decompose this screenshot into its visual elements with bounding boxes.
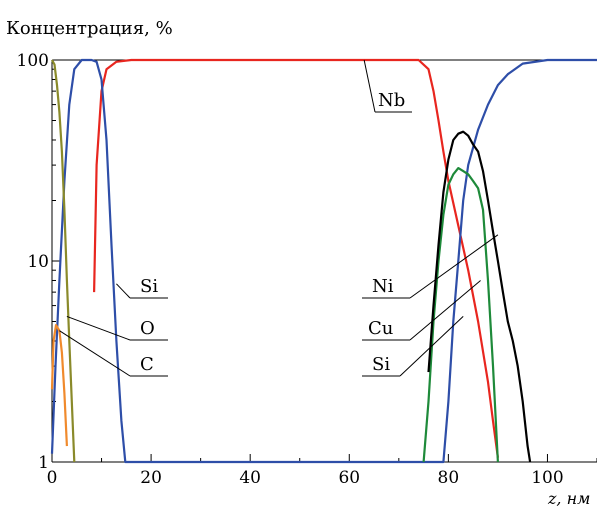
annotation-label: Nb — [378, 90, 405, 111]
annotation-label: Ni — [372, 276, 394, 297]
annotation-label: Cu — [368, 318, 393, 339]
x-tick-label: 100 — [531, 468, 563, 488]
series-line-1 — [50, 58, 597, 464]
x-tick-label: 40 — [239, 468, 261, 488]
annotation-label: O — [140, 318, 155, 339]
annotation-layer: Nb Si OC Ni Cu Si — [59, 59, 499, 377]
annotation-leader — [66, 315, 131, 341]
annotation-leader — [363, 59, 376, 113]
x-axis-label: z, нм — [547, 489, 590, 508]
annotation-leader — [59, 330, 131, 377]
annotation-label: Si — [140, 276, 158, 297]
x-tick-label: 0 — [47, 468, 58, 488]
y-tick-label: 100 — [17, 51, 49, 71]
series-line-0 — [93, 58, 499, 458]
y-tick-label: 10 — [27, 252, 49, 272]
y-tick-label: 1 — [38, 453, 49, 473]
annotation-leader — [116, 283, 131, 299]
series-line-3 — [50, 324, 68, 447]
series-line-5 — [427, 130, 532, 463]
annotation-leader — [409, 280, 481, 341]
x-tick-label: 20 — [140, 468, 162, 488]
x-tick-label: 80 — [438, 468, 460, 488]
x-tick-label: 60 — [338, 468, 360, 488]
annotation-leader — [409, 234, 499, 299]
y-axis-label: Концентрация, % — [6, 18, 173, 39]
series-line-2 — [51, 59, 76, 463]
annotation-label: C — [140, 354, 154, 375]
series-layer — [50, 58, 597, 464]
series-line-4 — [422, 167, 499, 463]
annotation-label: Si — [372, 354, 390, 375]
annotation-leader — [399, 316, 464, 377]
